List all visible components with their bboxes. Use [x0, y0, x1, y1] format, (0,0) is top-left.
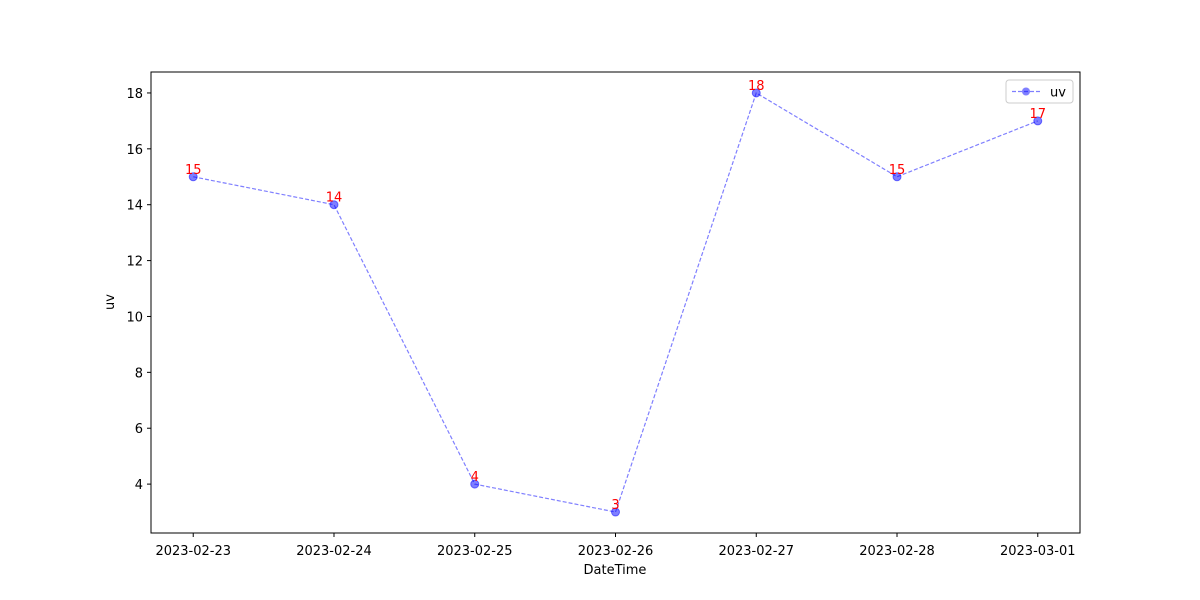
y-tick-label: 10 [126, 310, 143, 325]
legend-marker [1022, 87, 1030, 96]
point [751, 88, 761, 98]
data-label: 4 [471, 470, 479, 485]
point [1033, 116, 1043, 126]
data-label: 14 [326, 191, 343, 206]
point [188, 172, 198, 182]
data-label: 18 [748, 79, 765, 94]
y-tick-label: 12 [126, 255, 143, 270]
legend-label: uv [1050, 86, 1066, 101]
y-tick-label: 6 [135, 422, 143, 437]
point [611, 507, 620, 517]
series-line [193, 92, 1038, 513]
x-tick-label: 2023-02-27 [718, 544, 794, 559]
point [892, 172, 902, 182]
y-tick-label: 14 [126, 199, 143, 214]
point [470, 479, 480, 489]
x-tick-label: 2023-02-25 [437, 544, 513, 559]
point [329, 200, 339, 210]
x-tick-label: 2023-02-26 [578, 544, 654, 559]
y-tick-label: 4 [135, 478, 143, 493]
x-tick-label: 2023-02-23 [155, 544, 231, 559]
data-label: 17 [1029, 107, 1046, 122]
y-tick-label: 18 [126, 87, 143, 102]
plot-frame [150, 71, 1081, 534]
x-tick-label: 2023-03-01 [1000, 544, 1076, 559]
y-tick-label: 8 [135, 366, 143, 381]
data-label: 3 [611, 498, 619, 513]
x-tick-label: 2023-02-24 [296, 544, 372, 559]
data-label: 15 [185, 163, 202, 178]
data-label: 15 [889, 163, 906, 178]
x-tick-label: 2023-02-28 [859, 544, 935, 559]
y-axis-label: uv [103, 294, 118, 310]
y-tick-label: 16 [126, 143, 143, 158]
x-axis-label: DateTime [584, 563, 647, 578]
